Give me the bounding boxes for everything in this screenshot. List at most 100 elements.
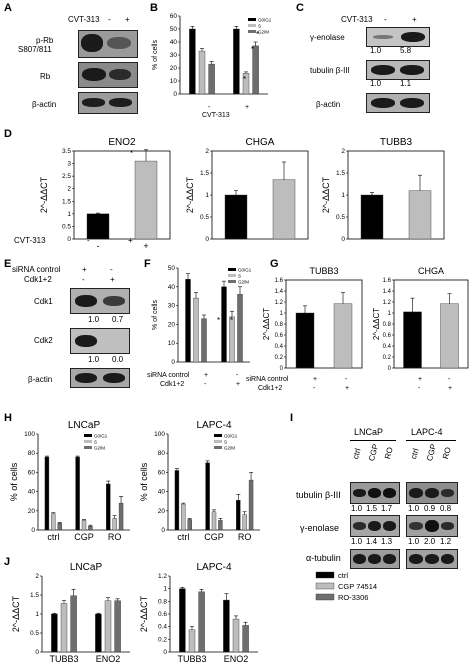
bar <box>86 213 110 240</box>
legend-swatch <box>315 571 335 579</box>
bar <box>224 194 248 240</box>
bar <box>208 63 215 95</box>
bar <box>198 50 206 95</box>
f-r2-s2: + <box>236 381 241 388</box>
a-blot-label-site: S807/811 <box>18 45 52 54</box>
x-tick-label: RO <box>238 532 252 542</box>
chart-title: LAPC-4 <box>196 420 231 431</box>
panel-label-d: D <box>4 128 12 140</box>
c-blot-label-tubulin: tubulin β-III <box>310 66 350 75</box>
plot-frame <box>73 150 171 240</box>
y-tick-label: 1.4 <box>383 289 392 295</box>
f-row-cdk: Cdk1+2 <box>160 381 185 388</box>
i-blot-label-enolase: γ-enolase <box>300 523 340 533</box>
g-r1-s2: - <box>345 376 348 383</box>
g-row-siRNA: siRNA control <box>246 376 289 383</box>
c-tubulin-value-1: 1.0 <box>370 79 382 88</box>
legend-swatch <box>248 24 256 27</box>
bar <box>242 625 249 653</box>
y-axis-label: 2^-ΔΔCT <box>11 595 21 632</box>
legend-swatch <box>228 268 236 271</box>
c-tubulin-blot <box>366 60 430 80</box>
legend-swatch <box>248 18 256 21</box>
y-axis-label: 2^-ΔΔCT <box>139 595 149 632</box>
y-tick-label: 0 <box>67 236 71 243</box>
y-tick-label: 0.5 <box>200 214 209 221</box>
legend-swatch <box>315 582 335 590</box>
bar <box>223 599 230 653</box>
y-tick-label: 0 <box>171 359 175 366</box>
bar <box>112 518 117 531</box>
bar <box>134 160 158 240</box>
y-tick-label: 1 <box>280 311 284 317</box>
y-tick-label: 0 <box>280 366 284 372</box>
bar <box>201 318 207 363</box>
y-axis-label: % of cells <box>9 462 19 501</box>
bar <box>403 311 422 369</box>
i-lncap-lane-ro: RO <box>383 446 395 461</box>
chart-cell-cycle-lncap: LNCaP 0 20 40 60 80 100 % of cells ctrl CGP RO G0/G… <box>9 420 130 542</box>
bar <box>440 303 459 369</box>
y-tick-label: 100 <box>154 431 165 438</box>
x-tick-label: CGP <box>204 532 224 542</box>
e-cdk1-value-1: 1.0 <box>88 315 100 324</box>
y-tick-label: 1 <box>163 586 167 593</box>
y-tick-label: 1.2 <box>158 573 167 580</box>
i-lncap-tub-v3: 1.7 <box>381 504 393 513</box>
y-tick-label: 1 <box>205 192 209 199</box>
bar <box>181 503 186 531</box>
bar <box>88 525 93 531</box>
bar <box>360 194 384 240</box>
b-star-2: * <box>243 75 247 84</box>
bar <box>232 618 240 653</box>
y-axis-label: % of cells <box>152 300 159 330</box>
bar <box>218 520 223 531</box>
y-tick-label: 20 <box>170 65 178 72</box>
a-rb-blot <box>78 62 138 88</box>
i-lncap-lane-ctrl: ctrl <box>351 447 363 461</box>
legend-label: ctrl <box>338 571 348 580</box>
f-r2-s1: - <box>204 381 207 388</box>
bar <box>408 190 432 240</box>
e-blot-label-actin: β-actin <box>28 375 53 384</box>
bar <box>104 600 112 653</box>
y-tick-label: 0.4 <box>275 344 284 350</box>
y-tick-label: 1 <box>388 311 392 317</box>
chart-title: TUBB3 <box>309 266 338 276</box>
y-tick-label: 2 <box>35 573 39 580</box>
bar <box>193 297 199 363</box>
e-cdk1-value-2: 0.7 <box>112 315 124 324</box>
a-blot-label-rb: Rb <box>40 72 51 81</box>
legend-label: G2/M <box>224 446 235 451</box>
chart-tubb3-sirna: TUBB3 0 0.2 0.4 0.6 0.8 1 1.2 1.4 1.6 2^-ΔΔCT <box>262 266 363 372</box>
c-treatment-label: CVT-313 <box>341 15 373 24</box>
legend-swatch <box>228 280 236 283</box>
e-actin-blot <box>70 368 130 388</box>
panel-label-e: E <box>4 258 12 270</box>
y-axis-label: 2^-ΔΔCT <box>185 176 195 213</box>
bar <box>44 456 50 531</box>
y-tick-label: 2 <box>205 148 209 155</box>
y-axis-label: % of cells <box>152 40 159 70</box>
bar <box>272 179 296 240</box>
bar <box>51 613 58 653</box>
y-tick-label: 0.5 <box>336 214 345 221</box>
y-tick-label: 0 <box>388 366 392 372</box>
bar <box>229 316 235 363</box>
y-tick-label: 80 <box>158 450 166 457</box>
bar <box>114 600 121 653</box>
y-tick-label: 40 <box>168 284 176 291</box>
legend-label: G0/G1 <box>94 434 108 439</box>
a-blot-label-actin: β-actin <box>32 100 57 109</box>
e-cdk2-blot <box>70 328 130 354</box>
f-r1-s2: - <box>236 372 239 379</box>
c-tubulin-value-2: 1.1 <box>400 79 412 88</box>
y-tick-label: 40 <box>28 489 36 496</box>
bar <box>295 312 315 369</box>
f-star-2: * <box>230 316 234 325</box>
chart-title: CHGA <box>418 266 444 276</box>
y-tick-label: 40 <box>158 489 166 496</box>
chart-cell-cycle-lapc4: LAPC-4 0 20 40 60 80 100 % of cells ctrl CGP RO G0/… <box>139 420 260 542</box>
y-tick-label: 3 <box>67 161 71 168</box>
